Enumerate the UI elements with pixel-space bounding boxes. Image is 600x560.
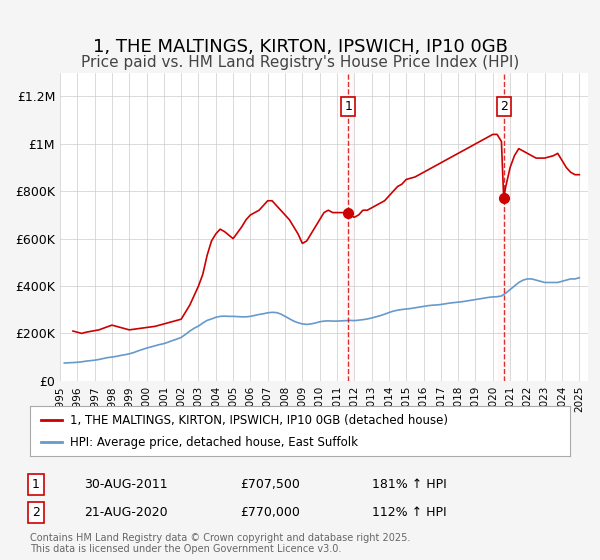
Text: Contains HM Land Registry data © Crown copyright and database right 2025.
This d: Contains HM Land Registry data © Crown c…	[30, 533, 410, 554]
Text: 30-AUG-2011: 30-AUG-2011	[84, 478, 167, 491]
Text: 21-AUG-2020: 21-AUG-2020	[84, 506, 167, 519]
Text: Price paid vs. HM Land Registry's House Price Index (HPI): Price paid vs. HM Land Registry's House …	[81, 55, 519, 70]
Text: 181% ↑ HPI: 181% ↑ HPI	[372, 478, 447, 491]
Text: 1, THE MALTINGS, KIRTON, IPSWICH, IP10 0GB: 1, THE MALTINGS, KIRTON, IPSWICH, IP10 0…	[92, 38, 508, 56]
Text: £707,500: £707,500	[240, 478, 300, 491]
Text: 2: 2	[500, 100, 508, 113]
Bar	[499, 73, 509, 381]
Text: 1, THE MALTINGS, KIRTON, IPSWICH, IP10 0GB (detached house): 1, THE MALTINGS, KIRTON, IPSWICH, IP10 0…	[71, 414, 449, 427]
Bar	[343, 73, 353, 381]
Text: 112% ↑ HPI: 112% ↑ HPI	[372, 506, 446, 519]
Text: £770,000: £770,000	[240, 506, 300, 519]
Text: HPI: Average price, detached house, East Suffolk: HPI: Average price, detached house, East…	[71, 436, 359, 449]
Text: 1: 1	[32, 478, 40, 491]
Text: 1: 1	[344, 100, 352, 113]
Text: 2: 2	[32, 506, 40, 519]
